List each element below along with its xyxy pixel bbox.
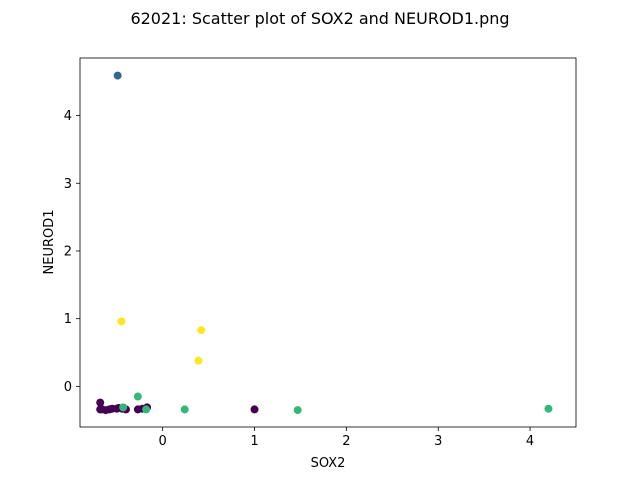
data-point-purple xyxy=(96,398,105,407)
chart-title: 62021: Scatter plot of SOX2 and NEUROD1.… xyxy=(130,9,509,28)
x-tick-label: 2 xyxy=(342,434,350,449)
data-point-yellow xyxy=(117,317,126,326)
x-tick-label: 1 xyxy=(250,434,258,449)
plot-area-frame xyxy=(79,57,577,428)
y-tick-label: 2 xyxy=(64,244,72,259)
y-tick-label: 3 xyxy=(64,177,72,192)
data-point-green xyxy=(293,406,302,415)
data-point-green xyxy=(544,404,553,413)
y-tick-label: 1 xyxy=(64,312,72,327)
x-axis-ticks: 0 1 2 3 4 xyxy=(159,427,534,449)
x-tick-label: 3 xyxy=(434,434,442,449)
y-tick-label: 0 xyxy=(64,380,72,395)
data-point-green xyxy=(142,405,151,414)
x-tick-label: 4 xyxy=(526,434,534,449)
data-point-green xyxy=(133,392,142,401)
y-axis-label: NEUROD1 xyxy=(42,210,57,275)
data-point-green xyxy=(119,403,128,412)
x-tick-label: 0 xyxy=(159,434,167,449)
data-point-yellow xyxy=(197,326,206,335)
data-point-yellow xyxy=(194,356,203,365)
y-tick-label: 4 xyxy=(64,109,72,124)
data-point-blue xyxy=(113,71,122,80)
y-axis-ticks: 0 1 2 3 4 xyxy=(64,109,80,395)
data-point-purple xyxy=(250,405,259,414)
data-point-green xyxy=(180,405,189,414)
x-axis-label: SOX2 xyxy=(311,456,346,471)
data-points xyxy=(96,71,553,415)
